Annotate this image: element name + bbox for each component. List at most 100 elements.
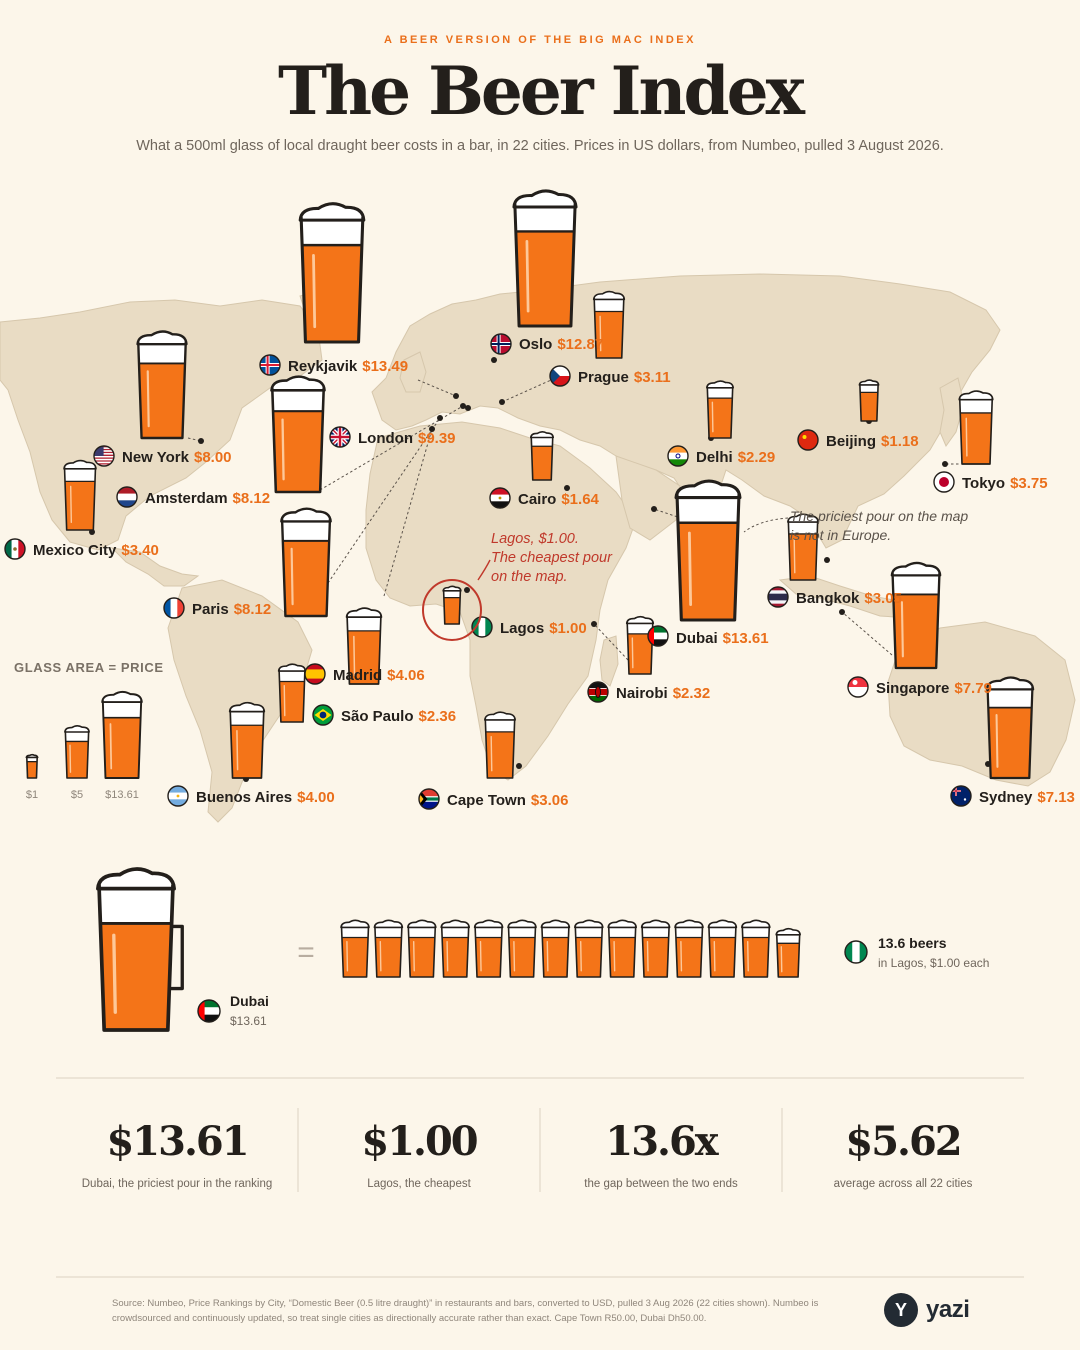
city-dot (437, 415, 443, 421)
glass-nairobi (625, 615, 655, 675)
glass-tokyo (958, 390, 994, 465)
lagos-annotation-line: The cheapest pour (491, 550, 613, 566)
glass-oslo (512, 189, 578, 328)
spain-flag-icon (304, 663, 326, 685)
argentina-flag-icon (167, 785, 189, 807)
city-price: $2.29 (738, 449, 776, 466)
city-label-beijing: Beijing $1.18 (826, 433, 919, 450)
comparison-section: Dubai $13.61 = 13.6 beers in Lagos, $1.00 ea… (96, 867, 989, 1032)
city-price: $1.64 (561, 491, 599, 508)
lagos-annotation-line: on the map. (491, 569, 568, 585)
city-dot (465, 405, 471, 411)
city-name: Amsterdam (145, 490, 228, 507)
india-flag-icon (667, 445, 689, 467)
japan-flag-icon (933, 471, 955, 493)
city-price: $3.11 (634, 369, 671, 386)
lagos-small-glass (540, 919, 571, 978)
city-price: $4.00 (297, 789, 335, 806)
brand-logo-icon: Y (884, 1293, 918, 1327)
city-label-buenos-aires: Buenos Aires $4.00 (196, 789, 335, 806)
kenya-flag-icon (587, 681, 609, 703)
city-price: $13.49 (362, 358, 408, 375)
landmass (365, 421, 637, 781)
glass-bangkok (787, 513, 819, 581)
city-dot (516, 763, 522, 769)
stat-label: the gap between the two ends (584, 1178, 738, 1190)
glass-prague (592, 290, 626, 359)
city-price: $2.36 (419, 708, 457, 725)
usa-flag-icon (93, 445, 115, 467)
lagos-small-glass (640, 919, 671, 978)
comparison-left-price: $13.61 (230, 1014, 267, 1028)
city-label-bangkok: Bangkok $3.05 (796, 590, 902, 607)
singapore-flag-icon (847, 676, 869, 698)
kicker: A BEER VERSION OF THE BIG MAC INDEX (383, 34, 696, 46)
city-name: Cairo (518, 491, 556, 508)
city-label-delhi: Delhi $2.29 (696, 449, 775, 466)
city-dot (651, 506, 657, 512)
glass-singapore (890, 561, 942, 670)
city-label-london: London $9.39 (358, 430, 456, 447)
city-price: $8.12 (233, 490, 271, 507)
city-dot (460, 403, 466, 409)
leader-line (501, 375, 561, 403)
city-label-amsterdam: Amsterdam $8.12 (145, 490, 270, 507)
legend: GLASS AREA = PRICE $1 $5 $13.61 (14, 660, 164, 801)
nigeria-flag-icon (844, 940, 868, 964)
leader-line (327, 417, 441, 584)
city-label-sydney: Sydney $7.13 (979, 789, 1075, 806)
city-dot (429, 426, 435, 432)
landmass (371, 273, 1001, 549)
page-title: The Beer Index (278, 52, 805, 130)
city-name: Bangkok (796, 590, 860, 607)
city-label-tokyo: Tokyo $3.75 (962, 475, 1048, 492)
city-price: $1.18 (881, 433, 919, 450)
lagos-small-glass (607, 919, 637, 978)
city-price: $3.40 (121, 542, 159, 559)
legend-glass (25, 753, 39, 779)
glass-paris (280, 507, 332, 618)
city-label-cairo: Cairo $1.64 (518, 491, 600, 508)
city-price: $13.61 (723, 630, 769, 647)
lagos-small-glass (373, 919, 404, 978)
city-price: $1.00 (549, 620, 587, 637)
city-name: Buenos Aires (196, 789, 292, 806)
mexico-flag-icon (4, 538, 26, 560)
legend-title: GLASS AREA = PRICE (14, 660, 164, 675)
city-dot (824, 557, 830, 563)
city-price: $2.32 (673, 685, 711, 702)
city-price: $12.87 (557, 336, 603, 353)
lagos-annotation-arrow (477, 559, 491, 581)
legend-label: $13.61 (105, 789, 139, 801)
glass-beijing (858, 379, 880, 422)
equals-sign: = (297, 936, 315, 969)
city-name: Sydney (979, 789, 1033, 806)
city-price: $7.79 (954, 680, 992, 697)
city-labels: Reykjavik $13.49 Oslo $12.87 Prague $3.11 Lond… (4, 333, 1075, 810)
city-dot (839, 609, 845, 615)
glass-cape-town (484, 711, 516, 779)
czech-flag-icon (549, 365, 571, 387)
dubai-big-glass (96, 867, 184, 1032)
landmass (399, 351, 427, 393)
comparison-right-sub: in Lagos, $1.00 each (878, 956, 989, 970)
city-price: $9.39 (418, 430, 456, 447)
dubai-annotation-line: The priciest pour on the map (790, 508, 968, 524)
city-name: Madrid (333, 667, 382, 684)
city-name: Tokyo (962, 475, 1005, 492)
lagos-highlight-ring (422, 579, 482, 641)
city-name: Nairobi (616, 685, 668, 702)
leader-line (841, 611, 893, 656)
glass-madrid (345, 607, 383, 685)
glass-lagos (442, 585, 462, 625)
comparison-right-title: 13.6 beers (878, 935, 947, 951)
landmass (167, 579, 313, 823)
city-name: Delhi (696, 449, 733, 466)
source-note: Source: Numbeo, Price Rankings by City, … (112, 1298, 819, 1324)
city-name: London (358, 430, 413, 447)
city-name: Oslo (519, 336, 552, 353)
leader-line (417, 379, 457, 397)
city-price: $3.05 (864, 590, 902, 607)
city-dot (198, 438, 204, 444)
city-label-paris: Paris $8.12 (192, 601, 271, 618)
